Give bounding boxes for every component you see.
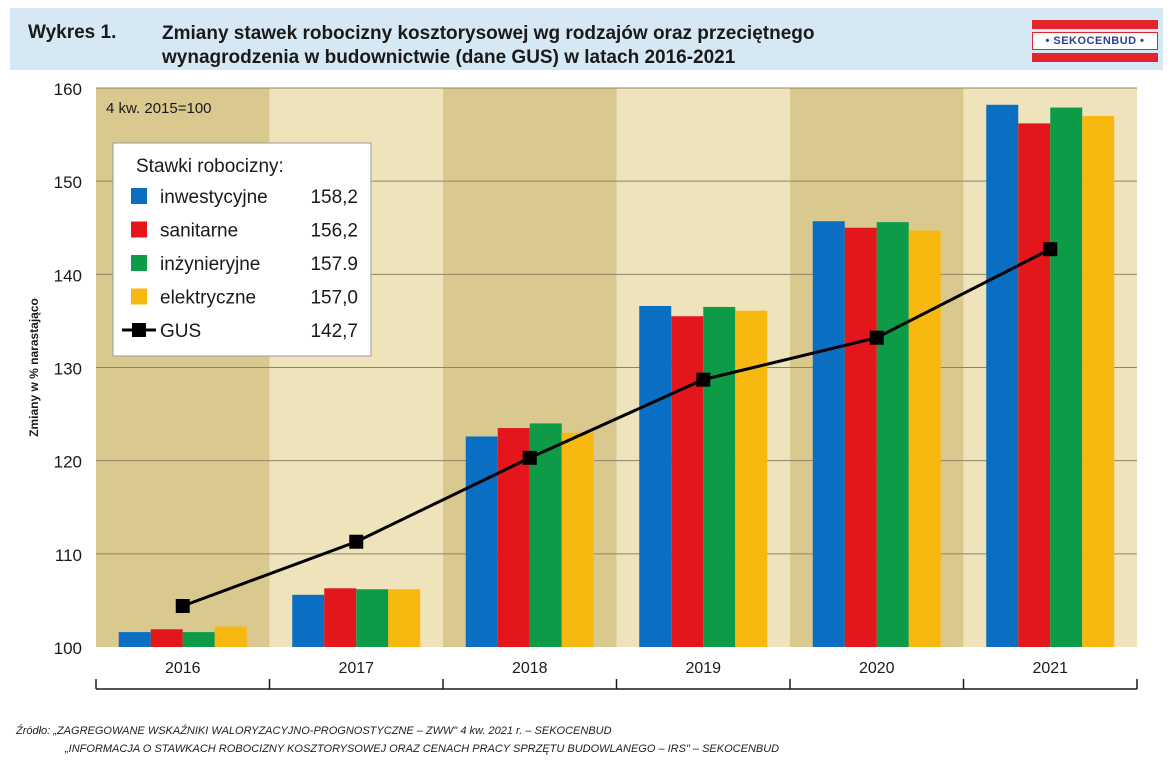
bar-elektryczne: [908, 230, 941, 648]
legend-label-inwestycyjne: inwestycyjne: [160, 187, 268, 208]
bar-inwestycyjne: [812, 221, 845, 647]
y-tick-label: 140: [54, 266, 82, 285]
bar-elektryczne: [735, 310, 768, 647]
x-tick-label: 2019: [685, 660, 721, 677]
legend-value-elektryczne: 157,0: [310, 288, 358, 309]
bar-inwestycyjne: [639, 306, 672, 647]
marker-GUS: [349, 534, 364, 549]
bar-elektryczne: [561, 432, 594, 647]
bar-sanitarne: [324, 588, 357, 647]
bar-inwestycyjne: [118, 632, 151, 647]
bar-inżynieryjne: [876, 222, 909, 647]
legend-label-sanitarne: sanitarne: [160, 221, 238, 242]
x-tick-label: 2017: [338, 660, 374, 677]
bar-inżynieryjne: [182, 632, 215, 647]
figure-label: Wykres 1.: [28, 22, 117, 43]
y-tick-label: 100: [54, 639, 82, 658]
legend-label-GUS: GUS: [160, 321, 201, 342]
bar-inwestycyjne: [986, 104, 1019, 647]
y-tick-label: 120: [54, 453, 82, 472]
bar-inżynieryjne: [356, 589, 389, 647]
x-tick-label: 2021: [1032, 660, 1068, 677]
chart-title: Zmiany stawek robocizny kosztorysowej wg…: [162, 22, 815, 70]
marker-GUS: [175, 599, 190, 614]
chart-title-line2: wynagrodzenia w budownictwie (dane GUS) …: [162, 47, 736, 68]
logo-bottom-stripe: [1032, 53, 1158, 62]
marker-GUS: [696, 372, 711, 387]
marker-GUS: [869, 330, 884, 345]
legend-value-inżynieryjne: 157.9: [310, 254, 358, 275]
bar-inżynieryjne: [703, 306, 736, 647]
x-tick-label: 2018: [512, 660, 548, 677]
legend-swatch-inwestycyjne: [131, 188, 147, 204]
bar-sanitarne: [1018, 123, 1051, 648]
bar-sanitarne: [844, 227, 877, 647]
legend-label-inżynieryjne: inżynieryjne: [160, 254, 260, 275]
legend-label-elektryczne: elektryczne: [160, 288, 256, 309]
bar-inwestycyjne: [465, 436, 498, 647]
legend-box: [112, 142, 372, 357]
legend-value-GUS: 142,7: [310, 321, 358, 342]
logo-top-stripe: [1032, 20, 1158, 29]
line-GUS: [182, 247, 1051, 608]
chart-title-line1: Zmiany stawek robocizny kosztorysowej wg…: [162, 23, 815, 44]
legend-swatch-sanitarne: [131, 221, 147, 238]
marker-GUS: [522, 450, 537, 465]
legend-marker-GUS: [132, 323, 146, 337]
bar-inwestycyjne: [292, 594, 325, 647]
y-tick-label: 110: [55, 546, 82, 565]
bar-sanitarne: [150, 629, 183, 647]
source-line1: Źródło: „ZAGREGOWANE WSKAŹNIKI WALORYZAC…: [16, 725, 612, 737]
legend: Stawki robocizny: inwestycyjne 158,2 sanita…: [112, 142, 372, 357]
y-axis-label: Zmiany w % narastająco: [27, 298, 41, 437]
source-note: Źródło: „ZAGREGOWANE WSKAŹNIKI WALORYZAC…: [16, 722, 779, 758]
marker-GUS: [1043, 242, 1058, 257]
legend-swatch-elektryczne: [131, 288, 147, 305]
legend-swatch-inżynieryjne: [131, 255, 147, 271]
base-note: 4 kw. 2015=100: [106, 100, 212, 117]
legend-value-inwestycyjne: 158,2: [310, 187, 358, 208]
legend-value-sanitarne: 156,2: [310, 221, 358, 242]
sekocenbud-logo: • SEKOCENBUD •: [1032, 20, 1158, 62]
legend-title: Stawki robocizny:: [136, 156, 284, 177]
source-line2: „INFORMACJA O STAWKACH ROBOCIZNY KOSZTOR…: [65, 743, 780, 755]
y-tick-label: 130: [54, 360, 82, 379]
y-tick-label: 150: [54, 173, 82, 192]
y-tick-label: 160: [54, 80, 82, 99]
bar-elektryczne: [214, 626, 247, 647]
bar-elektryczne: [1082, 115, 1115, 647]
bar-elektryczne: [388, 589, 421, 647]
chart-header: Wykres 1. Zmiany stawek robocizny koszto…: [10, 8, 1163, 70]
x-tick-label: 2016: [165, 660, 201, 677]
bar-sanitarne: [671, 316, 704, 647]
bar-inżynieryjne: [1050, 107, 1083, 647]
x-tick-label: 2020: [859, 660, 895, 677]
logo-text: • SEKOCENBUD •: [1032, 32, 1158, 50]
